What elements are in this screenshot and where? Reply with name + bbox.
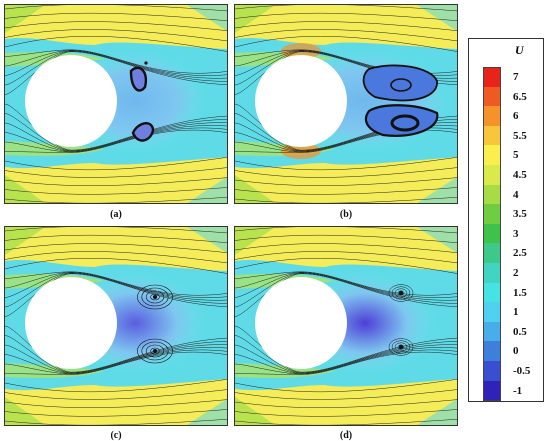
flow-field	[235, 5, 457, 203]
top-band	[235, 5, 457, 49]
cylinder	[255, 55, 347, 147]
legend-swatch	[483, 321, 501, 342]
caption-d: (d)	[339, 430, 353, 441]
flow-panel-b	[234, 4, 458, 204]
corner-band	[417, 177, 457, 203]
cylinder	[25, 277, 117, 369]
legend-swatch	[483, 86, 501, 107]
corner-band	[235, 227, 275, 255]
legend-tick-label: 2.5	[513, 247, 527, 260]
legend-swatch	[483, 125, 501, 146]
recirculation	[362, 64, 439, 137]
top-band	[5, 227, 227, 271]
legend-tick-label: 3.5	[513, 208, 527, 221]
cylinder	[25, 55, 117, 147]
legend-tick-label: 0	[513, 345, 519, 358]
legend-swatch	[483, 165, 501, 186]
color-legend: U 7 6.5 6 5.5 5 4.5 4 3.5 3 2.5 2 1.5 1 0.5 0 -0.5 -1	[468, 38, 544, 402]
flow-panel-d	[234, 226, 458, 426]
streamlines	[5, 5, 227, 203]
caption-b: (b)	[339, 209, 353, 220]
legend-tick-label: 6	[513, 110, 519, 123]
legend-swatch	[483, 263, 501, 284]
corner-band	[5, 227, 45, 255]
legend-tick-label: 0.5	[513, 325, 527, 338]
legend-swatch	[483, 361, 501, 382]
legend-swatch	[483, 302, 501, 323]
legend-swatch	[483, 106, 501, 127]
legend-tick-label: 2	[513, 267, 519, 279]
recirculation	[129, 61, 155, 142]
legend-swatch	[483, 145, 501, 166]
corner-band	[187, 227, 227, 253]
legend-tick-label: 7	[513, 71, 519, 83]
streamlines	[5, 227, 227, 425]
legend-title: U	[515, 43, 524, 57]
corner-band	[5, 397, 45, 425]
corner-band	[235, 175, 275, 203]
top-band	[5, 5, 227, 49]
legend-tick-label: -0.5	[513, 365, 531, 377]
corner-band	[417, 5, 457, 31]
flow-panel-c	[4, 226, 228, 426]
corner-band	[5, 175, 45, 203]
legend-tick-label: 3	[513, 227, 519, 240]
corner-band	[235, 5, 275, 33]
corner-band	[417, 227, 457, 253]
recirculation	[137, 284, 173, 364]
corner-band	[187, 5, 227, 31]
corner-band	[235, 397, 275, 425]
legend-tick-label: 6.5	[513, 90, 527, 103]
legend-swatch	[483, 67, 501, 88]
legend-tick-label: -1	[513, 384, 523, 397]
legend-tick-label: 5.5	[513, 129, 527, 142]
legend-swatch	[483, 341, 501, 362]
legend-swatch	[483, 243, 501, 264]
corner-band	[187, 399, 227, 425]
legend-tick-label: 1.5	[513, 286, 527, 299]
caption-a: (a)	[110, 209, 122, 220]
flow-panel-a	[4, 4, 228, 204]
corner-band	[187, 177, 227, 203]
legend-swatch	[483, 282, 501, 303]
legend-tick-label: 4.5	[513, 169, 527, 181]
corner-band	[5, 5, 45, 33]
corner-band	[417, 399, 457, 425]
flow-field	[5, 227, 227, 425]
recirculation	[388, 284, 414, 356]
legend-swatch	[483, 204, 501, 225]
caption-c: (c)	[110, 430, 122, 441]
legend-tick-label: 4	[513, 188, 519, 201]
legend-swatch	[483, 380, 501, 401]
legend-tick-label: 1	[513, 306, 519, 319]
flow-field	[235, 227, 457, 425]
legend-tick-label: 5	[513, 149, 519, 162]
flow-field	[5, 5, 227, 203]
legend-swatch	[483, 184, 501, 205]
top-band	[235, 227, 457, 271]
cylinder	[255, 277, 347, 369]
legend-swatch	[483, 223, 501, 244]
